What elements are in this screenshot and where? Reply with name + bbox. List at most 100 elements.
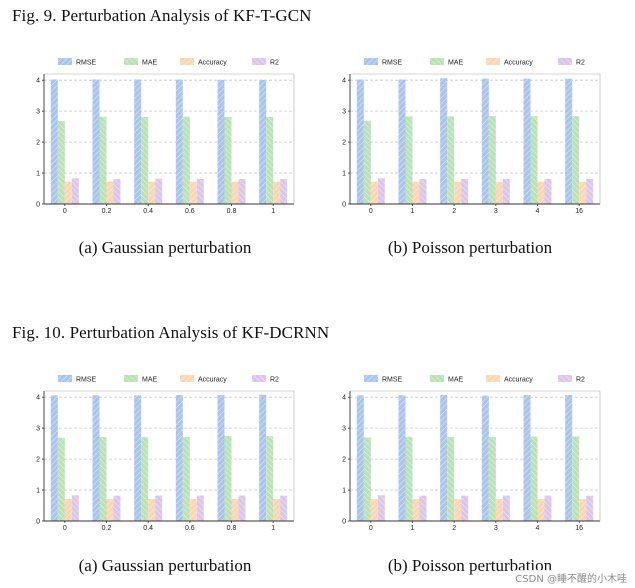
bar-r2-2 [461,495,469,521]
x-tick-label-0: 0 [369,525,373,532]
bar-mae-4 [530,436,538,521]
caption-fig10-gaussian: (a) Gaussian perturbation [78,556,252,575]
x-tick-label-0-4: 0.4 [143,208,153,215]
bar-rmse-0-4 [134,79,142,204]
bar-accuracy-0-8 [231,181,239,204]
legend-label-r2: R2 [270,377,279,384]
legend-swatch-r2 [252,58,266,65]
x-tick-label-2: 2 [452,208,456,215]
bar-rmse-0 [356,79,364,204]
legend-swatch-mae [124,375,138,382]
chart-fig10-gaussian: 0 1 2 3 4 0 0.2 0.4 0.6 0.8 1 RMSE MAE Accuracy R2 [36,375,295,532]
bar-rmse-3 [481,395,489,521]
bar-r2-3 [502,495,510,521]
legend-label-mae: MAE [142,60,158,67]
bar-rmse-0-2 [92,79,100,204]
x-tick-label-0-2: 0.2 [102,208,112,215]
legend-swatch-r2 [252,375,266,382]
legend-label-accuracy: Accuracy [198,60,227,67]
bar-r2-1 [419,495,427,521]
y-tick-label: 3 [36,426,40,433]
bar-accuracy-0-4 [148,499,156,521]
bar-r2-0-2 [113,495,121,521]
x-tick-label-2: 2 [452,525,456,532]
bar-accuracy-1 [412,181,420,204]
bar-mae-0-4 [141,117,149,204]
x-tick-label-0-8: 0.8 [227,208,237,215]
bar-rmse-16 [565,395,573,521]
bar-rmse-0-6 [175,395,183,521]
x-tick-label-16: 16 [575,525,583,532]
x-tick-label-16: 16 [575,208,583,215]
y-tick-label: 1 [342,171,346,178]
bar-accuracy-2 [454,499,462,521]
x-tick-label-0-4: 0.4 [143,525,153,532]
chart-fig10-poisson: 0 1 2 3 4 0 1 2 3 4 16 RMSE MAE Accuracy R2 [342,375,601,532]
legend-label-accuracy: Accuracy [504,377,533,384]
bar-accuracy-0-6 [189,181,197,204]
bar-mae-0 [57,121,65,204]
y-tick-label: 0 [342,519,346,526]
legend-swatch-accuracy [180,375,194,382]
bar-mae-0-8 [224,117,232,204]
bar-accuracy-16 [579,499,587,521]
bar-rmse-16 [565,78,573,204]
x-tick-label-0-6: 0.6 [185,208,195,215]
bar-accuracy-0-4 [148,181,156,204]
bar-r2-16 [586,495,594,521]
legend-swatch-accuracy [180,58,194,65]
legend-label-mae: MAE [448,377,464,384]
bar-mae-2 [447,116,455,204]
bar-mae-0 [57,437,65,521]
x-tick-label-0-8: 0.8 [227,525,237,532]
bar-accuracy-3 [495,182,503,204]
y-tick-label: 0 [342,202,346,209]
bar-accuracy-0-6 [189,499,197,521]
bar-mae-0 [363,120,371,204]
bar-rmse-0-8 [217,395,225,521]
bar-r2-0-8 [238,495,246,521]
bar-mae-4 [530,116,538,204]
x-tick-label-0: 0 [63,525,67,532]
bar-mae-0 [363,437,371,521]
legend-label-r2: R2 [270,60,279,67]
bar-r2-4 [544,178,552,204]
bar-r2-0-8 [238,178,246,204]
x-tick-label-0-2: 0.2 [102,525,112,532]
x-tick-label-1: 1 [271,208,275,215]
bar-accuracy-1 [273,181,281,204]
legend-swatch-rmse [364,58,378,65]
legend-swatch-mae [430,375,444,382]
legend-swatch-rmse [58,375,72,382]
bar-mae-3 [488,437,496,521]
chart-fig9-poisson: 0 1 2 3 4 0 1 2 3 4 16 RMSE MAE Accuracy R2 [342,58,601,215]
y-tick-label: 4 [342,395,346,402]
bar-rmse-2 [440,395,448,521]
legend-label-accuracy: Accuracy [198,377,227,384]
y-tick-label: 1 [342,488,346,495]
bar-mae-0-4 [141,437,149,521]
y-tick-label: 1 [36,171,40,178]
bar-rmse-0-6 [175,79,183,204]
x-tick-label-4: 4 [536,208,540,215]
bar-mae-0-2 [99,116,107,204]
fig9-title: Fig. 9. Perturbation Analysis of KF-T-GC… [12,6,312,25]
bar-accuracy-0-8 [231,499,239,521]
bar-r2-3 [502,178,510,204]
legend-label-r2: R2 [576,60,585,67]
legend-label-mae: MAE [142,377,158,384]
chart-fig9-gaussian: 0 1 2 3 4 0 0.2 0.4 0.6 0.8 1 RMSE MAE Accuracy R2 [36,58,295,215]
bar-mae-16 [572,116,580,204]
bar-r2-4 [544,495,552,521]
y-tick-label: 4 [342,78,346,85]
x-tick-label-3: 3 [494,525,498,532]
bar-r2-0 [71,178,79,204]
bar-accuracy-2 [454,181,462,204]
plot-area [350,391,600,521]
legend-swatch-rmse [58,58,72,65]
legend-label-rmse: RMSE [76,60,97,67]
bar-mae-0-8 [224,435,232,521]
bar-accuracy-16 [579,182,587,204]
x-tick-label-1: 1 [411,525,415,532]
bar-rmse-2 [440,78,448,204]
